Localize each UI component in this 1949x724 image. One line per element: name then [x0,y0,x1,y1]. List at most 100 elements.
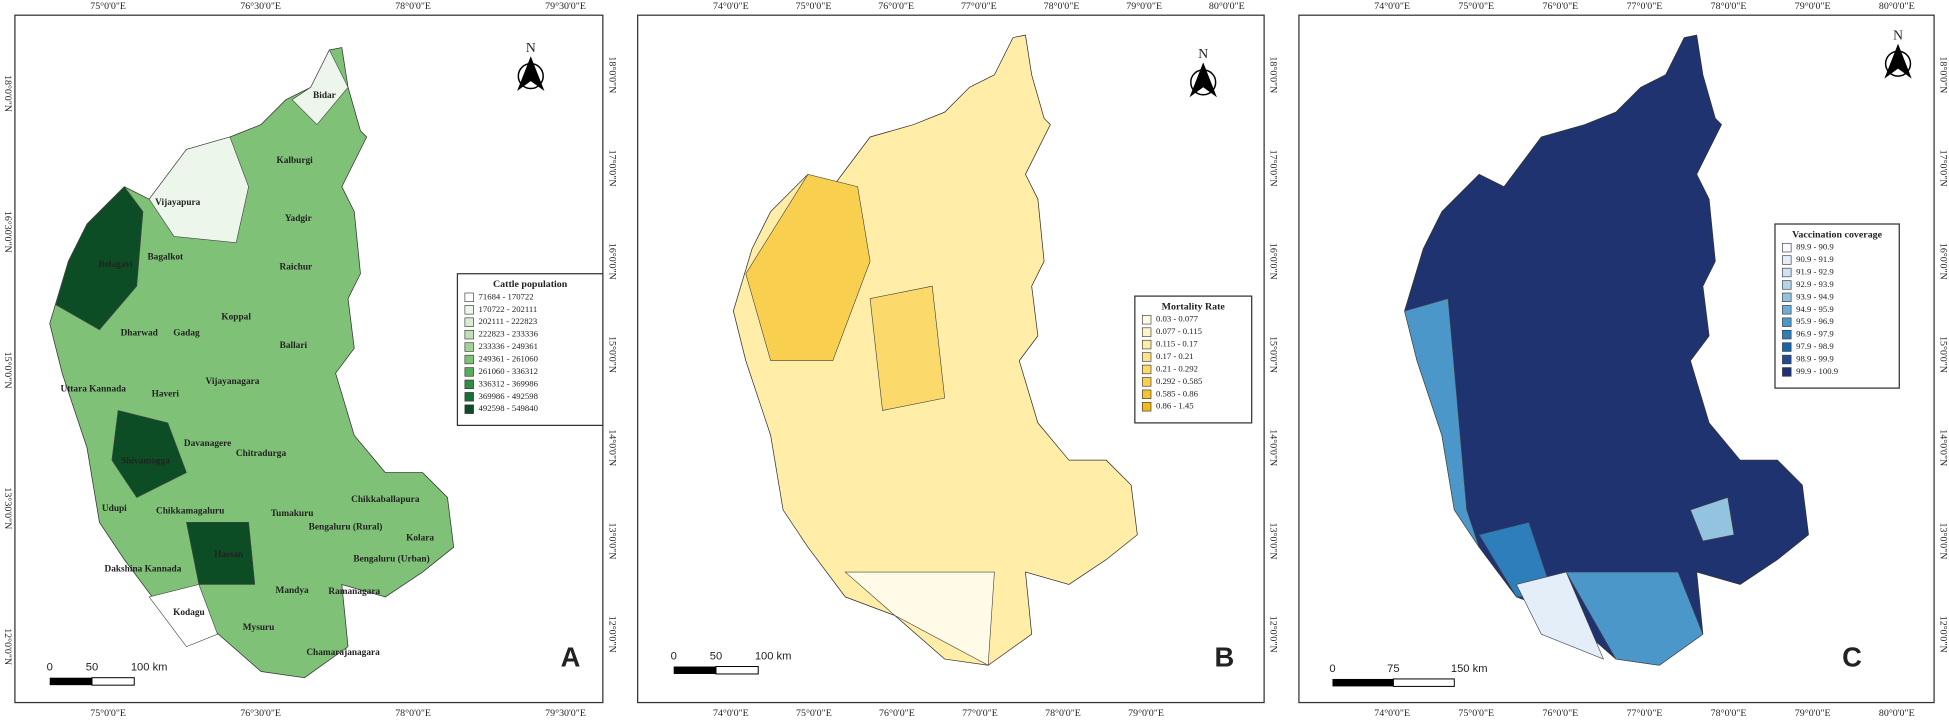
legend-label: 99.9 - 100.9 [1796,366,1838,376]
district-region [291,49,349,126]
legend-label: 336312 - 369986 [479,378,539,388]
scale-label: 100 km [755,651,792,663]
district-label: Vijayapura [155,198,201,208]
longitude-label: 76°30'0"E [240,708,281,719]
longitude-label: 79°0'0"E [1795,708,1831,719]
legend-swatch [464,392,474,402]
legend-label: 261060 - 336312 [479,366,538,376]
legend-swatch [1141,315,1152,325]
district-label: Ramanagara [328,587,380,597]
district-label: Bagalkot [147,253,184,263]
legend-label: 0.585 - 0.86 [1156,388,1199,398]
legend-swatch [464,404,474,414]
legend-label: 233336 - 249361 [479,341,538,351]
district-label: Chikkaballapura [351,495,420,505]
latitude-label: 18°0'0"N [1938,56,1949,93]
longitude-label: 77°0'0"E [1627,708,1663,719]
scale-bar-light [1392,678,1455,687]
longitude-label: 76°30'0"E [240,1,281,12]
legend-swatch [1782,367,1792,377]
longitude-label: 75°0'0"E [1458,708,1494,719]
latitude-label: 12°0'0"N [606,616,617,653]
legend-swatch [1782,255,1792,265]
longitude-label: 78°0'0"E [395,1,431,12]
north-label: N [1198,46,1208,61]
district-label: Shivamogga [121,457,170,467]
longitude-label: 75°0'0"E [1458,1,1494,12]
legend-swatch [464,342,474,352]
latitude-label: 12°0'0"N [1938,616,1949,653]
longitude-label: 77°0'0"E [1627,1,1663,12]
longitude-label: 77°0'0"E [962,708,998,719]
district-label: Kodagu [173,608,205,618]
legend-title: Vaccination coverage [1792,229,1882,240]
district-label: Yadgir [285,214,312,224]
legend-swatch [1141,389,1152,399]
north-arrow [1189,62,1217,98]
legend-swatch [1141,352,1152,362]
legend-swatch [1782,292,1792,303]
district-label: Kolara [406,534,434,544]
latitude-label: 13°0'0"N [1268,523,1279,560]
longitude-label: 80°0'0"E [1879,708,1915,719]
district-label: Ballari [280,341,308,351]
longitude-label: 78°0'0"E [1045,708,1081,719]
district-label: Bengaluru (Rural) [309,521,383,532]
legend-swatch [464,367,474,377]
scale-bar-dark [1332,678,1394,687]
legend-box [456,273,604,426]
longitude-label: 76°0'0"E [879,708,915,719]
longitude-label: 80°0'0"E [1209,1,1245,12]
legend-label: 249361 - 261060 [479,354,539,364]
district-label: Kalburgi [276,156,313,166]
latitude-label: 16°0'0"N [1268,243,1279,280]
scale-label: 0 [671,651,677,663]
district-region [1404,298,1480,548]
legend-label: 91.9 - 92.9 [1796,266,1834,276]
district-region [1690,497,1735,542]
longitude-label: 79°0'0"E [1128,708,1164,719]
longitude-label: 76°0'0"E [878,1,914,12]
legend-swatch [1141,377,1152,387]
legend-swatch [464,329,474,340]
legend-label: 0.17 - 0.21 [1156,351,1194,361]
district-region [1565,571,1704,666]
legend-label: 93.9 - 94.9 [1796,291,1834,301]
longitude-label: 79°0'0"E [1795,1,1831,12]
legend-title: Mortality Rate [1162,302,1226,313]
district-label: Tumakuru [271,509,314,519]
latitude-label: 17°0'0"N [606,150,617,187]
legend-box [1134,295,1253,424]
latitude-label: 15°0'0"N [1268,336,1279,373]
latitude-label: 13°30'0"N [2,487,13,529]
latitude-label: 15°0'0"N [2,352,13,389]
district-label: Dharwad [121,329,159,339]
north-arrow-ring [1884,50,1912,77]
latitude-label: 13°0'0"N [1938,523,1949,560]
legend-swatch [464,379,474,390]
latitude-label: 16°0'0"N [606,243,617,280]
longitude-label: 78°0'0"E [1044,1,1080,12]
north-arrow-ring [517,62,544,90]
longitude-label: 75°0'0"E [796,1,832,12]
north-arrow-ring [1190,69,1217,96]
legend-label: 0.21 - 0.292 [1156,363,1198,373]
legend-swatch [1782,342,1792,352]
legend-swatch [1782,305,1792,315]
legend-swatch [1782,329,1792,340]
north-label: N [1893,27,1903,42]
longitude-label: 79°30'0"E [545,1,586,12]
longitude-label: 75°0'0"E [796,708,832,719]
legend-swatch [1782,317,1792,327]
district-label: Belagavi [99,260,134,270]
legend-swatch [1782,280,1792,290]
legend-swatch [1782,354,1792,365]
district-label: Bidar [313,91,336,101]
state-map [49,47,455,679]
longitude-label: 74°0'0"E [713,1,749,12]
legend-label: 92.9 - 93.9 [1796,279,1834,289]
legend-swatch [464,305,474,315]
legend-swatch [1141,327,1152,337]
legend-swatch [1141,402,1152,412]
district-label: Udupi [102,504,127,514]
